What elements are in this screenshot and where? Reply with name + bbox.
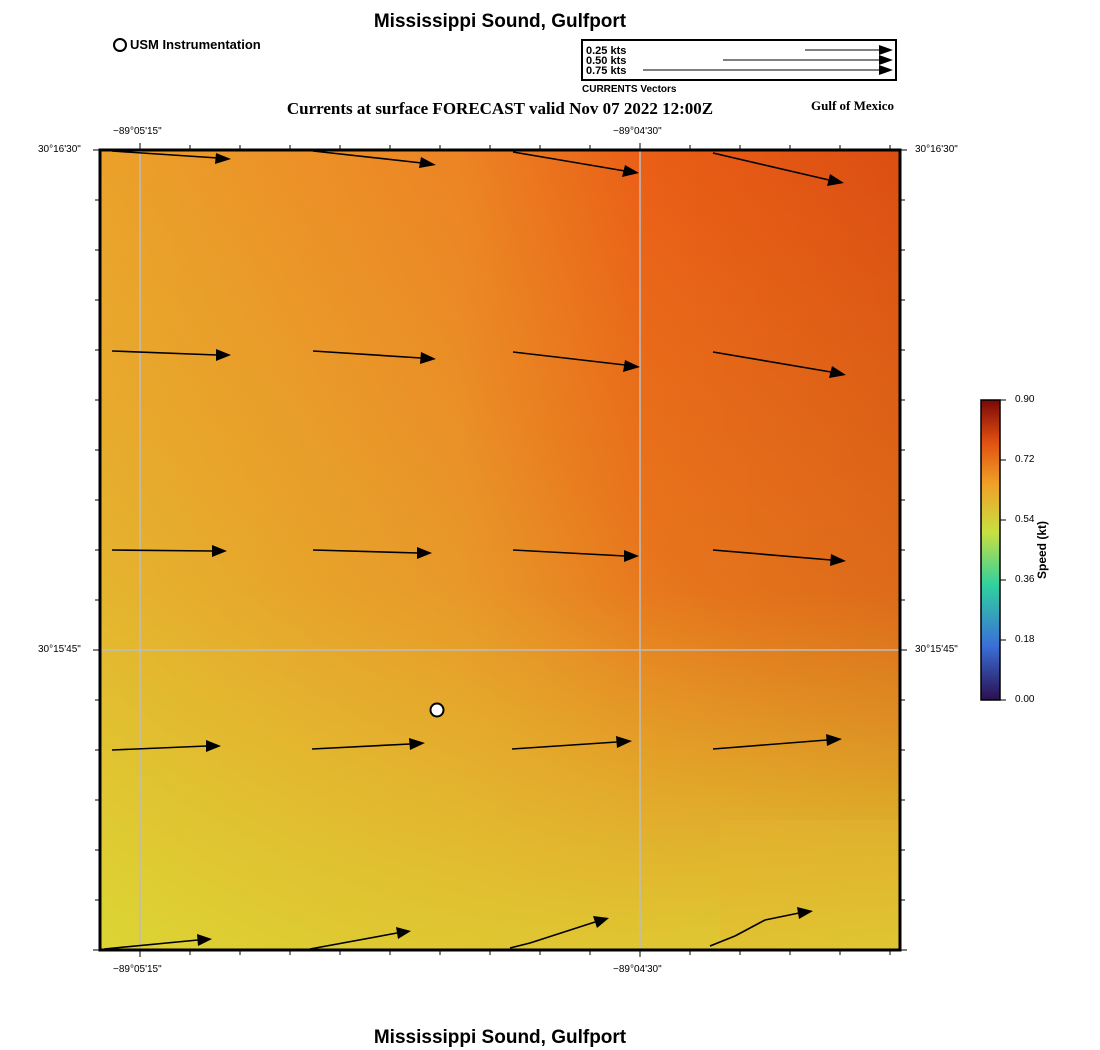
vector-scale-label-3: 0.75 kts: [586, 65, 627, 77]
current-vector: [511, 736, 632, 750]
station-legend: USM Instrumentation: [113, 37, 261, 52]
lon-label-bottom-2: −89°04'30": [613, 964, 662, 975]
colorbar-title: Speed (kt): [1035, 520, 1049, 580]
current-vector: [709, 907, 813, 947]
forecast-subtitle: Currents at surface FORECAST valid Nov 0…: [286, 99, 714, 118]
current-vector: [111, 150, 231, 164]
footer-title: Mississippi Sound, Gulfport: [373, 1027, 627, 1048]
speed-field: [100, 150, 900, 950]
colorbar-tick-1: 0.18: [1015, 634, 1035, 645]
current-vector: [509, 916, 609, 949]
current-vector: [111, 545, 227, 557]
colorbar-tick-4: 0.72: [1015, 454, 1035, 465]
current-vector: [312, 150, 436, 168]
lat-label-right-2: 30°15'45": [915, 644, 958, 655]
current-vector: [512, 351, 640, 372]
lon-label-top-1: −89°05'15": [113, 126, 162, 137]
current-vectors: [103, 150, 846, 950]
colorbar-tick-2: 0.36: [1015, 574, 1035, 585]
current-vector: [712, 549, 846, 566]
lon-label-bottom-1: −89°05'15": [113, 964, 162, 975]
lon-label-top-2: −89°04'30": [613, 126, 662, 137]
scale-arrow-2-head: [879, 55, 893, 65]
colorbar: [980, 399, 1006, 701]
map-title: Mississippi Sound, Gulfport: [373, 11, 627, 32]
current-vector: [512, 549, 639, 562]
vector-scale-arrows: [643, 45, 893, 75]
current-vector: [111, 349, 231, 361]
lat-label-right-1: 30°16'30": [915, 144, 958, 155]
lat-label-left-1: 30°16'30": [38, 144, 81, 155]
current-vector: [111, 740, 221, 752]
usm-station-marker: [429, 702, 445, 718]
scale-arrow-1-head: [879, 45, 893, 55]
current-vector: [512, 151, 639, 177]
current-vector: [103, 934, 212, 950]
colorbar-tick-0: 0.00: [1015, 694, 1035, 705]
vector-scale-legend: 0.25 kts 0.50 kts 0.75 kts: [581, 39, 897, 81]
current-vector: [312, 547, 432, 559]
frame-ticks: [93, 143, 907, 957]
current-vector: [309, 927, 411, 950]
current-vector: [712, 734, 842, 750]
station-legend-label: USM Instrumentation: [130, 37, 261, 52]
vector-scale-label-1: 0.25 kts: [586, 45, 627, 57]
vector-caption: CURRENTS Vectors: [582, 84, 677, 95]
current-vector: [311, 738, 425, 750]
colorbar-tick-5: 0.90: [1015, 394, 1035, 405]
colorbar-tick-3: 0.54: [1015, 514, 1035, 525]
vector-scale-label-2: 0.50 kts: [586, 55, 627, 67]
scale-arrow-3-head: [879, 65, 893, 75]
lat-label-left-2: 30°15'45": [38, 644, 81, 655]
current-vector: [712, 351, 846, 378]
current-vector: [712, 152, 844, 186]
region-label: Gulf of Mexico: [811, 98, 895, 113]
station-marker-icon: [113, 37, 127, 52]
current-vector: [312, 350, 436, 364]
